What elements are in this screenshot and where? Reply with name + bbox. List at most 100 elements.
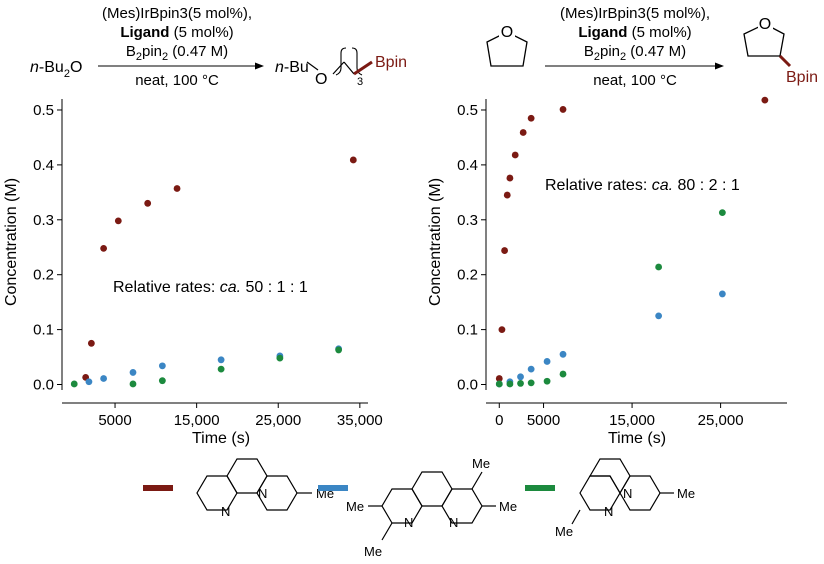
right-chart-x-label: Time (s) (608, 430, 666, 447)
left-point-red (100, 244, 108, 252)
right-point-green (543, 377, 551, 385)
left-point-red (173, 185, 181, 192)
right-point-green (527, 379, 535, 387)
left-point-red (114, 217, 122, 225)
left-point-blue (217, 356, 225, 364)
left-product-cb-bond (353, 60, 373, 76)
right-chart-x-tick-label: 5000 (527, 412, 560, 429)
left-product-bpin: Bpin (375, 54, 407, 71)
left-chart-y-tick-label: 0.4 (33, 157, 54, 174)
left-paren-open (335, 47, 347, 76)
left-product-subscript: 3 (357, 76, 363, 88)
legend-swatch-green (525, 485, 555, 491)
left-chart: 0.0 0.1 0.2 0.3 0.4 0.5 5000 15,000 25,000 35,00… (3, 99, 383, 447)
right-chart-rate-annotation: Relative rates: ca. 80 : 2 : 1 (545, 177, 740, 194)
legend-swatch-red (143, 485, 173, 491)
left-conditions-below: neat, 100 °C (135, 72, 219, 89)
left-arrowhead (255, 62, 264, 70)
left-chart-x-tick-label: 15,000 (174, 412, 220, 429)
right-point-red (503, 191, 511, 199)
right-point-green (506, 380, 514, 388)
left-chart-y-ticks: 0.0 0.1 0.2 0.3 0.4 0.5 (33, 102, 62, 394)
right-chart-y-tick-label: 0.5 (457, 102, 478, 119)
left-point-red (87, 339, 95, 347)
right-arrowhead (715, 62, 724, 70)
right-chart-x-tick-label: 15,000 (609, 412, 655, 429)
left-point-green (70, 380, 78, 388)
left-chart-x-tick-label: 35,000 (337, 412, 383, 429)
left-chart-y-tick-label: 0.3 (33, 212, 54, 229)
right-point-red (501, 247, 508, 254)
right-point-red (559, 106, 567, 113)
left-conditions-line1: (Mes)IrBpin3(5 mol%), (102, 5, 252, 22)
left-point-blue (100, 375, 108, 382)
ligand-2-methylphen: Me N N (143, 458, 334, 519)
right-point-red (498, 326, 506, 334)
left-chart-rate-annotation: Relative rates: ca. 50 : 1 : 1 (113, 279, 308, 296)
right-point-blue (559, 350, 567, 358)
left-chart-y-tick-label: 0.0 (33, 377, 54, 394)
left-chart-x-label: Time (s) (192, 430, 250, 447)
ligand3-methyl-a: Me (677, 486, 695, 501)
ligand1-skeleton (196, 458, 312, 511)
product-thf-oxygen: O (759, 16, 771, 33)
right-chart-x-tick-label: 25,000 (698, 412, 744, 429)
right-point-red (495, 375, 503, 382)
left-point-red (349, 156, 357, 164)
left-point-red (144, 199, 152, 207)
right-conditions-below: neat, 100 °C (593, 72, 677, 89)
left-reactant: n-Bu2O (30, 59, 82, 80)
left-chart-y-tick-label: 0.2 (33, 267, 54, 284)
right-chart-x-ticks: 0 5000 15,000 25,000 (495, 403, 744, 429)
right-point-blue (655, 312, 663, 320)
ligand-legend: Me N N Me Me Me Me N N (143, 456, 695, 559)
right-chart-x-tick-label: 0 (495, 412, 503, 429)
left-point-blue (158, 362, 166, 370)
right-point-green (495, 380, 503, 388)
right-point-red (761, 96, 769, 104)
thf-ring (486, 31, 528, 67)
ligand3-methyl-b: Me (555, 524, 573, 539)
ligand2-methyl-c: Me (472, 456, 490, 471)
left-product-chain (332, 61, 355, 75)
left-product-oxygen: O (315, 71, 327, 88)
left-reaction-scheme: n-Bu2O (Mes)IrBpin3(5 mol%), Ligand (5 m… (30, 5, 407, 89)
product-o-mask (758, 16, 773, 32)
right-chart-points (495, 96, 769, 388)
right-product-bpin: Bpin (786, 69, 818, 86)
ligand3-skeleton (571, 458, 674, 525)
thf-oxygen: O (501, 24, 513, 41)
left-point-blue (85, 378, 93, 386)
left-conditions-line3: B2pin2 (0.47 M) (126, 43, 228, 63)
left-point-green (158, 377, 166, 385)
left-chart-x-ticks: 5000 15,000 25,000 35,000 (98, 403, 383, 429)
right-chart-y-tick-label: 0.4 (457, 157, 478, 174)
ligand1-nitrogen-b: N (258, 486, 267, 501)
left-point-green (217, 365, 225, 373)
right-chart-y-tick-label: 0.3 (457, 212, 478, 229)
right-point-red (519, 129, 527, 136)
right-point-green (517, 380, 524, 387)
right-conditions-line3: B2pin2 (0.47 M) (584, 43, 686, 63)
right-chart-y-label: Concentration (M) (427, 178, 444, 306)
left-paren-close (351, 47, 363, 76)
ligand2-skeleton (368, 471, 496, 541)
right-point-green (655, 263, 663, 271)
left-chart-y-label: Concentration (M) (3, 178, 20, 306)
right-point-blue (543, 358, 551, 365)
right-chart-y-tick-label: 0.0 (457, 377, 478, 394)
left-chart-points (70, 156, 357, 388)
ligand2-methyl-a: Me (346, 499, 364, 514)
left-chart-y-tick-label: 0.1 (33, 322, 54, 339)
right-point-red (527, 114, 535, 122)
left-product-bond (306, 61, 319, 71)
right-point-green (718, 209, 726, 217)
right-conditions-line1: (Mes)IrBpin3(5 mol%), (560, 5, 710, 22)
right-chart-y-tick-label: 0.2 (457, 267, 478, 284)
legend-swatch-blue (318, 485, 348, 491)
right-chart-y-tick-label: 0.1 (457, 322, 478, 339)
left-conditions-line2: Ligand (5 mol%) (120, 24, 233, 41)
right-chart-y-ticks: 0.0 0.1 0.2 0.3 0.4 0.5 (457, 102, 486, 394)
right-point-green (559, 370, 567, 378)
left-chart-x-tick-label: 25,000 (255, 412, 301, 429)
